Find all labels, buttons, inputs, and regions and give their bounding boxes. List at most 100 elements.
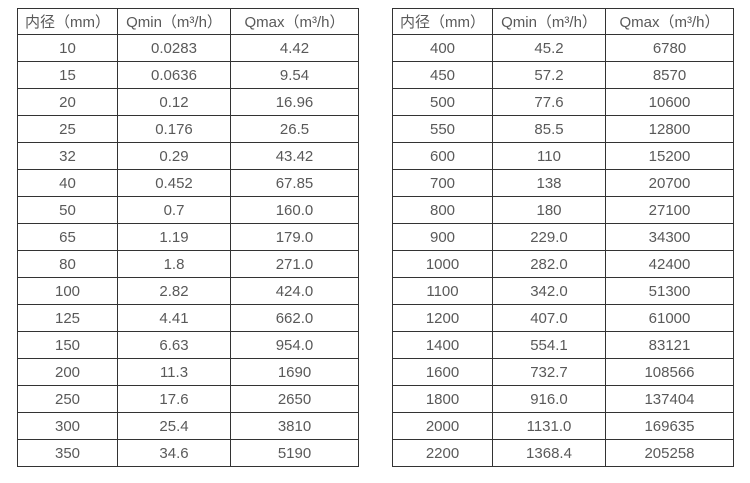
cell: 6.63 (117, 331, 231, 359)
cell: 1131.0 (492, 412, 606, 440)
table-row: 50 0.7 160.0 (17, 196, 359, 224)
cell: 15 (17, 61, 118, 89)
cell: 9.54 (230, 61, 359, 89)
cell: 500 (392, 88, 493, 116)
cell: 205258 (605, 439, 734, 467)
cell: 138 (492, 169, 606, 197)
table-row: 200 11.3 1690 (17, 358, 359, 386)
cell: 85.5 (492, 115, 606, 143)
cell: 10 (17, 34, 118, 62)
cell: 20 (17, 88, 118, 116)
cell: 1.8 (117, 250, 231, 278)
cell: 700 (392, 169, 493, 197)
cell: 550 (392, 115, 493, 143)
cell: 180 (492, 196, 606, 224)
table-row: 150 6.63 954.0 (17, 331, 359, 359)
cell: 0.12 (117, 88, 231, 116)
table-row: 1400 554.1 83121 (392, 331, 734, 359)
cell: 108566 (605, 358, 734, 386)
cell: 1200 (392, 304, 493, 332)
cell: 27100 (605, 196, 734, 224)
cell: 179.0 (230, 223, 359, 251)
table-body: 400 45.2 6780 450 57.2 8570 500 77.6 10600 550 85.… (392, 34, 734, 467)
cell: 4.42 (230, 34, 359, 62)
cell: 3810 (230, 412, 359, 440)
cell: 2000 (392, 412, 493, 440)
cell: 662.0 (230, 304, 359, 332)
cell: 271.0 (230, 250, 359, 278)
cell: 900 (392, 223, 493, 251)
cell: 34.6 (117, 439, 231, 467)
cell: 11.3 (117, 358, 231, 386)
flow-table-small-diameters: 内径（mm） Qmin（m³/h） Qmax（m³/h） 10 0.0283 4.4… (17, 8, 359, 467)
cell: 61000 (605, 304, 734, 332)
cell: 51300 (605, 277, 734, 305)
table-row: 10 0.0283 4.42 (17, 34, 359, 62)
cell: 800 (392, 196, 493, 224)
cell: 20700 (605, 169, 734, 197)
table-row: 700 138 20700 (392, 169, 734, 197)
cell: 4.41 (117, 304, 231, 332)
cell: 137404 (605, 385, 734, 413)
cell: 34300 (605, 223, 734, 251)
cell: 554.1 (492, 331, 606, 359)
table-row: 1200 407.0 61000 (392, 304, 734, 332)
cell: 8570 (605, 61, 734, 89)
cell: 450 (392, 61, 493, 89)
cell: 26.5 (230, 115, 359, 143)
table-row: 450 57.2 8570 (392, 61, 734, 89)
cell: 1600 (392, 358, 493, 386)
cell: 916.0 (492, 385, 606, 413)
column-header-qmax: Qmax（m³/h） (605, 8, 734, 35)
cell: 200 (17, 358, 118, 386)
table-row: 350 34.6 5190 (17, 439, 359, 467)
cell: 169635 (605, 412, 734, 440)
table-row: 900 229.0 34300 (392, 223, 734, 251)
cell: 1368.4 (492, 439, 606, 467)
cell: 80 (17, 250, 118, 278)
cell: 0.7 (117, 196, 231, 224)
cell: 150 (17, 331, 118, 359)
cell: 57.2 (492, 61, 606, 89)
cell: 1100 (392, 277, 493, 305)
cell: 5190 (230, 439, 359, 467)
flow-table-large-diameters: 内径（mm） Qmin（m³/h） Qmax（m³/h） 400 45.2 6780… (392, 8, 734, 467)
table-row: 25 0.176 26.5 (17, 115, 359, 143)
cell: 0.29 (117, 142, 231, 170)
cell: 160.0 (230, 196, 359, 224)
table-row: 100 2.82 424.0 (17, 277, 359, 305)
cell: 1690 (230, 358, 359, 386)
table-row: 40 0.452 67.85 (17, 169, 359, 197)
cell: 43.42 (230, 142, 359, 170)
table-row: 600 110 15200 (392, 142, 734, 170)
cell: 424.0 (230, 277, 359, 305)
cell: 10600 (605, 88, 734, 116)
cell: 65 (17, 223, 118, 251)
cell: 32 (17, 142, 118, 170)
table-row: 800 180 27100 (392, 196, 734, 224)
table-row: 1800 916.0 137404 (392, 385, 734, 413)
cell: 25 (17, 115, 118, 143)
column-header-diameter: 内径（mm） (392, 8, 493, 35)
cell: 0.176 (117, 115, 231, 143)
cell: 45.2 (492, 34, 606, 62)
cell: 342.0 (492, 277, 606, 305)
cell: 300 (17, 412, 118, 440)
column-header-qmin: Qmin（m³/h） (492, 8, 606, 35)
table-row: 80 1.8 271.0 (17, 250, 359, 278)
cell: 12800 (605, 115, 734, 143)
cell: 1400 (392, 331, 493, 359)
cell: 1800 (392, 385, 493, 413)
table-row: 2000 1131.0 169635 (392, 412, 734, 440)
table-row: 1600 732.7 108566 (392, 358, 734, 386)
cell: 2200 (392, 439, 493, 467)
cell: 954.0 (230, 331, 359, 359)
cell: 732.7 (492, 358, 606, 386)
table-body: 10 0.0283 4.42 15 0.0636 9.54 20 0.12 16.96 25 0.1… (17, 34, 359, 467)
table-row: 250 17.6 2650 (17, 385, 359, 413)
cell: 40 (17, 169, 118, 197)
table-row: 1000 282.0 42400 (392, 250, 734, 278)
table-row: 32 0.29 43.42 (17, 142, 359, 170)
cell: 42400 (605, 250, 734, 278)
